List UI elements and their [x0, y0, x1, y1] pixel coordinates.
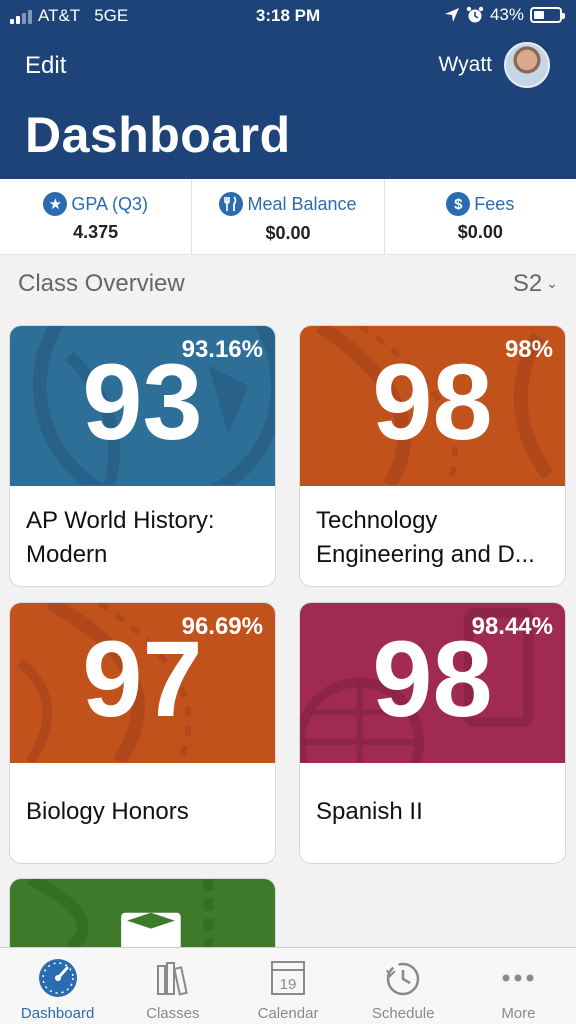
class-grade: 98	[372, 341, 493, 462]
class-card-ap-world-history[interactable]: 93.16% 93 AP World History: Modern	[9, 325, 276, 587]
class-card-banner: 96.69% 97	[10, 603, 275, 763]
class-percent: 96.69%	[181, 613, 263, 640]
class-card-banner: 93.16% 93	[10, 326, 275, 486]
tab-dashboard[interactable]: Dashboard	[0, 948, 115, 1024]
tab-label: Dashboard	[20, 1005, 95, 1022]
tab-label: Schedule	[371, 1005, 435, 1022]
semester-value: S2	[512, 270, 543, 297]
tab-schedule[interactable]: Schedule	[346, 948, 461, 1024]
tab-calendar[interactable]: 19 Calendar	[230, 948, 345, 1024]
edit-button[interactable]: Edit	[25, 52, 67, 79]
battery-percent: 43%	[489, 5, 524, 24]
class-name: AP World History: Modern	[26, 507, 215, 568]
star-icon: ★	[43, 192, 68, 216]
utensils-icon	[219, 192, 244, 216]
fees-summary[interactable]: $ Fees $0.00	[385, 179, 576, 254]
class-grade: 98	[372, 618, 493, 739]
gpa-value: 4.375	[73, 222, 119, 242]
tab-bar: Dashboard Classes 19 Calendar Schedule M…	[0, 947, 576, 1024]
page-title: Dashboard	[25, 107, 291, 163]
dollar-icon: $	[446, 192, 471, 216]
globe-icon	[32, 326, 275, 485]
class-card-partial[interactable]	[9, 878, 276, 948]
avatar	[504, 42, 550, 88]
class-name: Spanish II	[316, 798, 423, 825]
tab-label: More	[501, 1005, 536, 1022]
class-card-banner	[10, 879, 275, 948]
semester-selector[interactable]: S2 ⌄	[513, 270, 558, 298]
class-name: Biology Honors	[26, 798, 189, 825]
ellipsis-icon	[497, 957, 539, 999]
calendar-icon: 19	[267, 957, 309, 999]
network-type: 5GE	[94, 6, 129, 25]
class-percent: 93.16%	[181, 336, 263, 363]
fees-label: Fees	[474, 193, 515, 214]
class-grade: 93	[82, 341, 203, 462]
chevron-down-icon: ⌄	[546, 275, 558, 291]
dna-icon	[16, 603, 192, 762]
class-card-biology-honors[interactable]: 96.69% 97 Biology Honors	[9, 602, 276, 864]
class-percent: 98%	[504, 336, 553, 363]
books-icon	[152, 957, 194, 999]
class-name: Technology Engineering and D...	[316, 507, 535, 568]
meal-balance-label: Meal Balance	[247, 193, 357, 214]
user-name: Wyatt	[438, 53, 492, 76]
clock-history-icon	[382, 957, 424, 999]
dna-icon	[315, 326, 554, 485]
gpa-label: GPA (Q3)	[71, 193, 148, 214]
class-card-technology-engineering[interactable]: 98% 98 Technology Engineering and D...	[299, 325, 566, 587]
signal-icon	[10, 8, 32, 24]
class-grade: 97	[82, 618, 203, 739]
class-card-banner: 98.44% 98	[300, 603, 565, 763]
fees-value: $0.00	[457, 222, 503, 242]
dashboard-header: Edit Wyatt Dashboard	[0, 34, 576, 179]
gauge-icon	[37, 957, 79, 999]
clock: 3:18 PM	[255, 6, 321, 25]
meal-balance-summary[interactable]: Meal Balance $0.00	[192, 179, 385, 254]
class-card-spanish-ii[interactable]: 98.44% 98 Spanish II	[299, 602, 566, 864]
summary-strip: ★ GPA (Q3) 4.375 Meal Balance $0.00 $ Fe…	[0, 179, 576, 255]
class-card-banner: 98% 98	[300, 326, 565, 486]
class-overview-title: Class Overview	[18, 270, 185, 297]
user-profile-button[interactable]: Wyatt	[439, 42, 550, 88]
battery-icon	[530, 7, 565, 23]
tab-label: Calendar	[257, 1005, 319, 1022]
globe-icon	[300, 607, 534, 762]
tab-label: Classes	[146, 1005, 200, 1022]
meal-balance-value: $0.00	[265, 223, 311, 243]
gpa-summary[interactable]: ★ GPA (Q3) 4.375	[0, 179, 193, 254]
class-percent: 98.44%	[471, 613, 553, 640]
status-bar: AT&T 5GE 3:18 PM 43%	[0, 0, 576, 34]
calendar-day: 19	[280, 976, 297, 993]
tab-classes[interactable]: Classes	[115, 948, 230, 1024]
tab-more[interactable]: More	[461, 948, 576, 1024]
alarm-icon	[466, 6, 484, 23]
carrier: AT&T	[38, 6, 81, 25]
book-icon	[27, 879, 214, 948]
location-icon	[444, 8, 459, 22]
